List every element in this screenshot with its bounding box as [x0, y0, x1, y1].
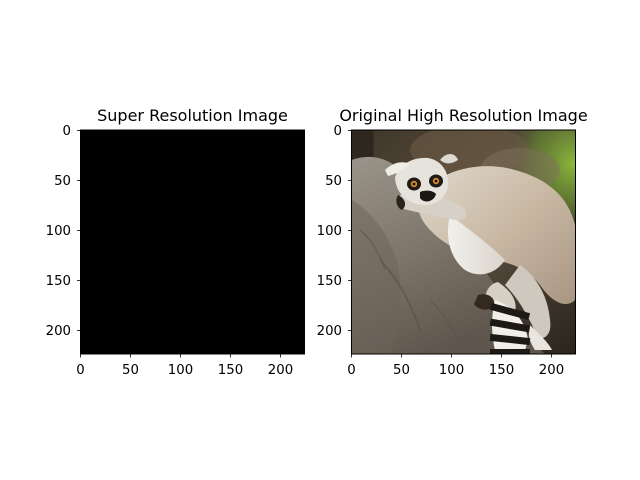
y-tick-label: 0 [334, 124, 342, 139]
y-tick-label: 100 [317, 224, 342, 239]
x-tick-label: 50 [122, 363, 139, 378]
axes-frame [351, 129, 576, 355]
x-tick-label: 0 [347, 363, 355, 378]
x-axis-tick-labels: 0 50 100 150 200 [76, 363, 293, 378]
x-tick-label: 0 [76, 363, 84, 378]
super-resolution-image [80, 130, 305, 354]
y-axis-ticks [348, 130, 352, 331]
y-tick-label: 150 [46, 274, 71, 289]
axes-frame [80, 129, 305, 355]
y-tick-label: 0 [63, 124, 71, 139]
x-tick-label: 150 [218, 363, 243, 378]
y-axis-tick-labels: 0 50 100 150 200 [317, 124, 342, 339]
subplot-super-resolution: Super Resolution Image 0 50 100 150 200 … [46, 106, 305, 378]
x-axis-ticks [80, 354, 281, 358]
y-tick-label: 200 [317, 324, 342, 339]
y-axis-tick-labels: 0 50 100 150 200 [46, 124, 71, 339]
x-tick-label: 200 [268, 363, 293, 378]
y-tick-label: 150 [317, 274, 342, 289]
y-tick-label: 50 [325, 174, 342, 189]
x-tick-label: 200 [539, 363, 564, 378]
subplot-title: Original High Resolution Image [339, 106, 587, 125]
x-axis-ticks [351, 354, 552, 358]
original-image [351, 130, 576, 354]
x-tick-label: 50 [393, 363, 410, 378]
x-tick-label: 150 [489, 363, 514, 378]
y-axis-ticks [77, 130, 81, 331]
y-tick-label: 50 [54, 174, 71, 189]
y-tick-label: 200 [46, 324, 71, 339]
x-axis-tick-labels: 0 50 100 150 200 [347, 363, 564, 378]
x-tick-label: 100 [439, 363, 464, 378]
y-tick-label: 100 [46, 224, 71, 239]
x-tick-label: 100 [168, 363, 193, 378]
subplot-original: Original High Resolution Image [317, 106, 588, 378]
subplot-title: Super Resolution Image [97, 106, 288, 125]
